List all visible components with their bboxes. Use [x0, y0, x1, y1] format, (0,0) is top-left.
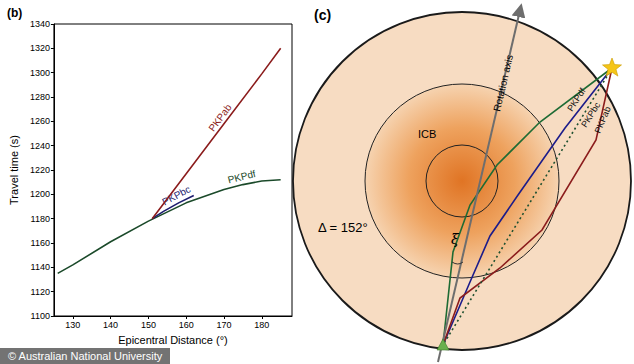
svg-text:PKPab: PKPab: [206, 102, 234, 134]
svg-text:1140: 1140: [31, 262, 50, 272]
svg-text:Epicentral Distance (°): Epicentral Distance (°): [118, 334, 228, 346]
svg-text:PKPab: PKPab: [593, 105, 613, 135]
svg-text:1160: 1160: [31, 238, 50, 248]
svg-text:180: 180: [254, 320, 269, 330]
svg-text:PKPbc: PKPbc: [579, 100, 602, 129]
svg-text:1120: 1120: [31, 287, 50, 297]
svg-text:1320: 1320: [30, 43, 50, 53]
svg-text:Travel time (s): Travel time (s): [8, 135, 20, 205]
svg-text:Rotation axis: Rotation axis: [491, 54, 515, 113]
svg-text:1260: 1260: [30, 116, 50, 126]
svg-text:1180: 1180: [31, 214, 50, 224]
svg-text:PKPdf: PKPdf: [227, 168, 257, 186]
svg-text:(b): (b): [7, 6, 22, 20]
svg-text:1340: 1340: [30, 19, 50, 29]
svg-text:1220: 1220: [30, 165, 50, 175]
svg-text:160: 160: [179, 320, 194, 330]
svg-text:Δ = 152°: Δ = 152°: [318, 220, 368, 235]
svg-text:1240: 1240: [30, 141, 50, 151]
svg-text:140: 140: [103, 320, 118, 330]
svg-text:1300: 1300: [30, 68, 50, 78]
html-text:© Australian National Universi: © Australian National University: [8, 350, 163, 362]
svg-text:170: 170: [216, 320, 231, 330]
svg-text:150: 150: [141, 320, 156, 330]
svg-text:1280: 1280: [30, 92, 50, 102]
svg-text:1200: 1200: [30, 189, 50, 199]
svg-text:ξ: ξ: [451, 231, 460, 247]
svg-text:PKPbc: PKPbc: [160, 183, 193, 208]
svg-text:130: 130: [65, 320, 80, 330]
svg-text:ICB: ICB: [418, 128, 436, 140]
svg-text:1100: 1100: [31, 311, 50, 321]
svg-text:PKPdf: PKPdf: [565, 86, 588, 113]
svg-text:(c): (c): [314, 7, 331, 23]
